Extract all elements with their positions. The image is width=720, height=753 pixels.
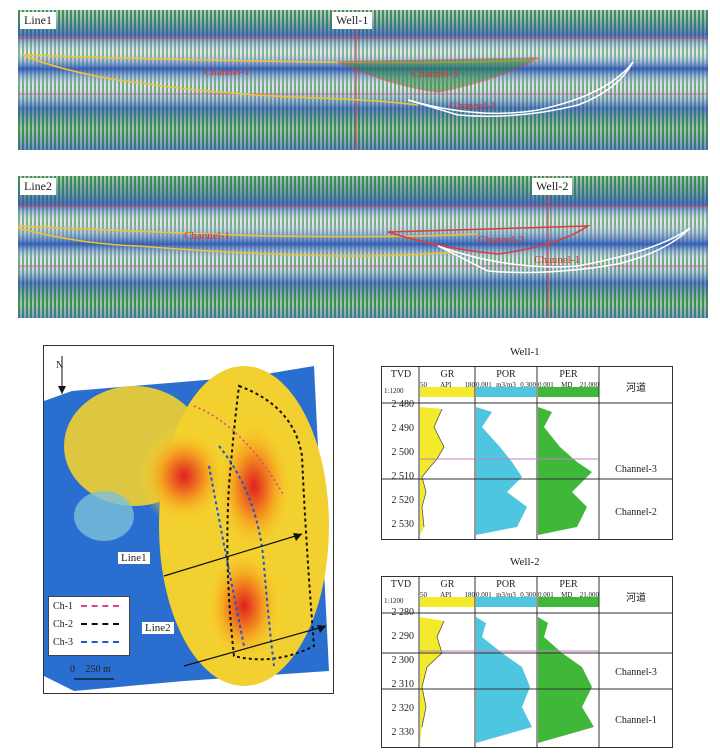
well1-depth-5: 2 530 — [391, 519, 415, 530]
well1-title: Well-1 — [510, 346, 540, 358]
well2-depth-1: 2 290 — [391, 631, 415, 642]
well1-zone-head: 河道 — [626, 383, 646, 394]
seismic-image-1 — [18, 10, 708, 150]
well2-zone-1: Channel-1 — [615, 715, 657, 726]
well2-por-unit: m3/m3 — [496, 591, 516, 599]
well1-per-unit: MD — [561, 381, 573, 389]
well1-por-max: 0.300 — [520, 381, 536, 389]
well1-depth-4: 2 520 — [391, 495, 415, 506]
legend-item-ch2: Ch-2 — [49, 615, 129, 633]
well1-hdr-scale: 1:1200 — [384, 387, 404, 395]
legend-swatch-ch1 — [81, 605, 119, 607]
well2-hdr-scale: 1:1200 — [384, 597, 404, 605]
well2-log: TVD 1:1200 GR 50 API 180 POR 0.001 m3/m3… — [381, 576, 673, 748]
well1-hdr-tvd: TVD — [390, 369, 412, 380]
legend-label-ch1: Ch-1 — [53, 600, 73, 612]
well2-label: Well-2 — [532, 178, 573, 195]
line1-label: Line1 — [20, 12, 56, 29]
well1-depth-3: 2 510 — [391, 471, 415, 482]
well1-por-unit: m3/m3 — [496, 381, 516, 389]
well2-per-unit: MD — [561, 591, 573, 599]
well2-gr-unit: API — [440, 591, 452, 599]
well2-hdr-per: PER — [559, 579, 578, 590]
seismic-section-line1: Line1 Well-1 Channel-1 Channel-3 Channel… — [18, 10, 708, 150]
well1-gr-scale: 50 API 180 — [420, 381, 475, 389]
well1-gr-min: 50 — [420, 381, 427, 389]
well1-zone-1: Channel-2 — [615, 507, 657, 518]
well1-por-min: 0.001 — [476, 381, 492, 389]
seismic-section-line2: Line2 Well-2 Channel-1 Channel-2 Channel… — [18, 176, 708, 318]
legend-swatch-ch3 — [81, 641, 119, 643]
well2-hdr-por: POR — [496, 579, 516, 590]
well2-depth-4: 2 320 — [391, 703, 415, 714]
well2-gr-max: 180 — [464, 591, 476, 599]
well2-depth-3: 2 310 — [391, 679, 415, 690]
scale-zero: 0 — [70, 664, 75, 675]
well1-hdr-gr: GR — [440, 369, 455, 380]
well2-depth-0: 2 280 — [391, 607, 415, 618]
well2-por-min: 0.001 — [476, 591, 492, 599]
legend-swatch-ch2 — [81, 623, 119, 625]
section2-channel-label-a: Channel-1 — [184, 230, 230, 242]
section2-channel-label-b: Channel-2 — [478, 234, 524, 246]
well1-por-scale: 0.001 m3/m3 0.300 — [476, 381, 536, 389]
well2-per-min: 0.001 — [538, 591, 554, 599]
well2-per-max: 21.000 — [579, 591, 599, 599]
well2-title: Well-2 — [510, 556, 540, 568]
well2-gr-scale: 50 API 180 — [420, 591, 475, 599]
well1-per-max: 21.000 — [579, 381, 599, 389]
well1-hdr-per: PER — [559, 369, 578, 380]
well2-zone-0: Channel-3 — [615, 667, 657, 678]
well2-hdr-gr: GR — [440, 579, 455, 590]
map-legend: Ch-1 Ch-2 Ch-3 — [48, 596, 130, 656]
section1-channel-label-c: Channel-1 — [450, 100, 496, 112]
section1-channel-label-b: Channel-3 — [412, 68, 458, 80]
well1-depth-0: 2 480 — [391, 399, 415, 410]
legend-label-ch2: Ch-2 — [53, 618, 73, 630]
well1-log-tracks — [382, 367, 672, 539]
well2-por-scale: 0.001 m3/m3 0.300 — [476, 591, 536, 599]
well1-zone-0: Channel-3 — [615, 464, 657, 475]
line2-label: Line2 — [20, 178, 56, 195]
section2-channel-label-c: Channel-1 — [534, 254, 580, 266]
well1-depth-2: 2 500 — [391, 447, 415, 458]
well2-zone-head: 河道 — [626, 593, 646, 604]
well1-per-scale: 0.001 MD 21.000 — [538, 381, 599, 389]
section1-channel-label-a: Channel-1 — [204, 66, 250, 78]
well1-depth-1: 2 490 — [391, 423, 415, 434]
north-arrow-label: N — [56, 360, 64, 371]
well1-log: TVD 1:1200 GR 50 API 180 POR 0.001 m3/m3… — [381, 366, 673, 540]
well1-hdr-por: POR — [496, 369, 516, 380]
well1-gr-max: 180 — [464, 381, 476, 389]
legend-label-ch3: Ch-3 — [53, 636, 73, 648]
scale-bar: 0 250 m — [70, 664, 111, 675]
scale-length: 250 m — [85, 664, 111, 675]
legend-item-ch1: Ch-1 — [49, 597, 129, 615]
well2-depth-2: 2 300 — [391, 655, 415, 666]
seismic-image-2 — [18, 176, 708, 318]
well2-por-max: 0.300 — [520, 591, 536, 599]
well1-gr-unit: API — [440, 381, 452, 389]
well2-log-tracks — [382, 577, 672, 747]
well2-per-scale: 0.001 MD 21.000 — [538, 591, 599, 599]
map-line1-label: Line1 — [118, 552, 150, 564]
map-line2-label: Line2 — [142, 622, 174, 634]
well1-label: Well-1 — [332, 12, 373, 29]
well1-per-min: 0.001 — [538, 381, 554, 389]
well2-depth-5: 2 330 — [391, 727, 415, 738]
well2-gr-min: 50 — [420, 591, 427, 599]
well2-hdr-tvd: TVD — [390, 579, 412, 590]
legend-item-ch3: Ch-3 — [49, 633, 129, 651]
